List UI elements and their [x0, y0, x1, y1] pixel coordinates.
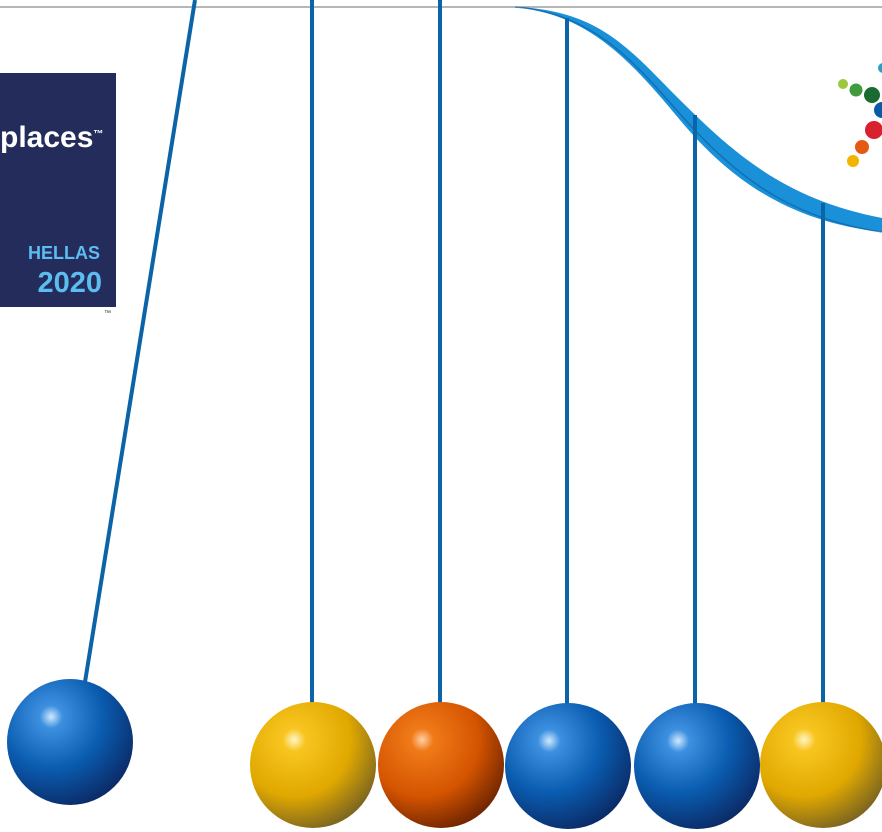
- badge-year: 2020: [37, 267, 102, 299]
- wave-shadow: [514, 6, 882, 233]
- badge-tm: ™: [104, 310, 111, 317]
- logo-tm: ™: [93, 129, 103, 140]
- strings: [83, 0, 825, 705]
- badge-country: HELLAS: [28, 243, 100, 263]
- logo-text: places™: [0, 121, 103, 154]
- badge-box: [0, 73, 116, 307]
- logo-word: places: [0, 121, 93, 154]
- dot-cluster: [838, 63, 882, 167]
- wave: [515, 7, 882, 232]
- spheres: [7, 679, 882, 829]
